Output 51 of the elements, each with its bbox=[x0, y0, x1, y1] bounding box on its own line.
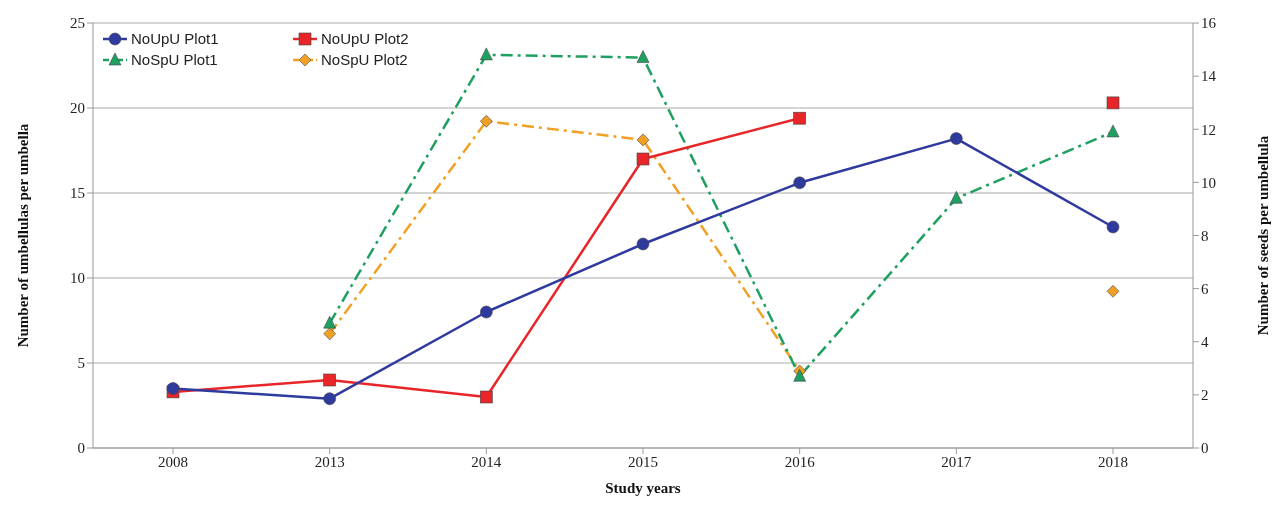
y2-tick-label: 16 bbox=[1201, 15, 1217, 32]
x-tick-label: 2018 bbox=[1098, 453, 1128, 470]
y-tick-label: 20 bbox=[70, 100, 85, 117]
y-axis-title: Number of umbellulas per umbella bbox=[15, 123, 32, 348]
point bbox=[480, 305, 493, 319]
point bbox=[950, 191, 963, 204]
x-axis-title: Study years bbox=[605, 480, 681, 496]
point bbox=[166, 382, 180, 395]
y-tick-label: 5 bbox=[77, 355, 85, 372]
point bbox=[1106, 124, 1120, 138]
x-tick-label: 2015 bbox=[628, 453, 658, 470]
y2-tick-label: 4 bbox=[1201, 334, 1209, 351]
point bbox=[636, 152, 650, 166]
legend-label: NoUpU Plot2 bbox=[321, 30, 409, 47]
point bbox=[636, 50, 650, 63]
y-tick-label: 15 bbox=[70, 185, 85, 202]
y-tick-label: 10 bbox=[70, 270, 85, 287]
y-tick-label: 0 bbox=[77, 440, 85, 457]
point bbox=[323, 327, 336, 341]
point bbox=[480, 47, 493, 61]
y-tick-label: 25 bbox=[70, 15, 85, 32]
y2-tick-label: 2 bbox=[1201, 387, 1209, 404]
x-tick-label: 2013 bbox=[314, 453, 345, 470]
point bbox=[323, 392, 336, 405]
point bbox=[480, 114, 493, 128]
x-tick-label: 2008 bbox=[158, 453, 188, 470]
x-tick-label: 2017 bbox=[941, 453, 972, 470]
legend-label: NoSpU Plot1 bbox=[131, 51, 218, 68]
point bbox=[1106, 284, 1120, 298]
y2-axis-title: Number of seeds per umbellula bbox=[1255, 135, 1272, 336]
y2-tick-label: 12 bbox=[1201, 121, 1216, 138]
point bbox=[950, 132, 963, 145]
y2-tick-label: 8 bbox=[1201, 227, 1209, 244]
x-tick-label: 2016 bbox=[784, 453, 816, 470]
y2-tick-label: 14 bbox=[1201, 68, 1217, 85]
point bbox=[1106, 96, 1120, 110]
x-tick-label: 2014 bbox=[471, 453, 502, 470]
point bbox=[636, 237, 650, 251]
legend-label: NoSpU Plot2 bbox=[321, 51, 408, 68]
point bbox=[793, 111, 806, 125]
y2-tick-label: 10 bbox=[1201, 174, 1216, 191]
point bbox=[793, 176, 806, 190]
legend-label: NoUpU Plot1 bbox=[131, 30, 219, 47]
point bbox=[1106, 220, 1120, 234]
y2-tick-label: 6 bbox=[1201, 280, 1209, 297]
point bbox=[323, 373, 336, 387]
point bbox=[480, 390, 493, 404]
point bbox=[323, 315, 336, 329]
y2-tick-label: 0 bbox=[1201, 440, 1209, 457]
point bbox=[636, 133, 650, 147]
point bbox=[793, 368, 806, 382]
